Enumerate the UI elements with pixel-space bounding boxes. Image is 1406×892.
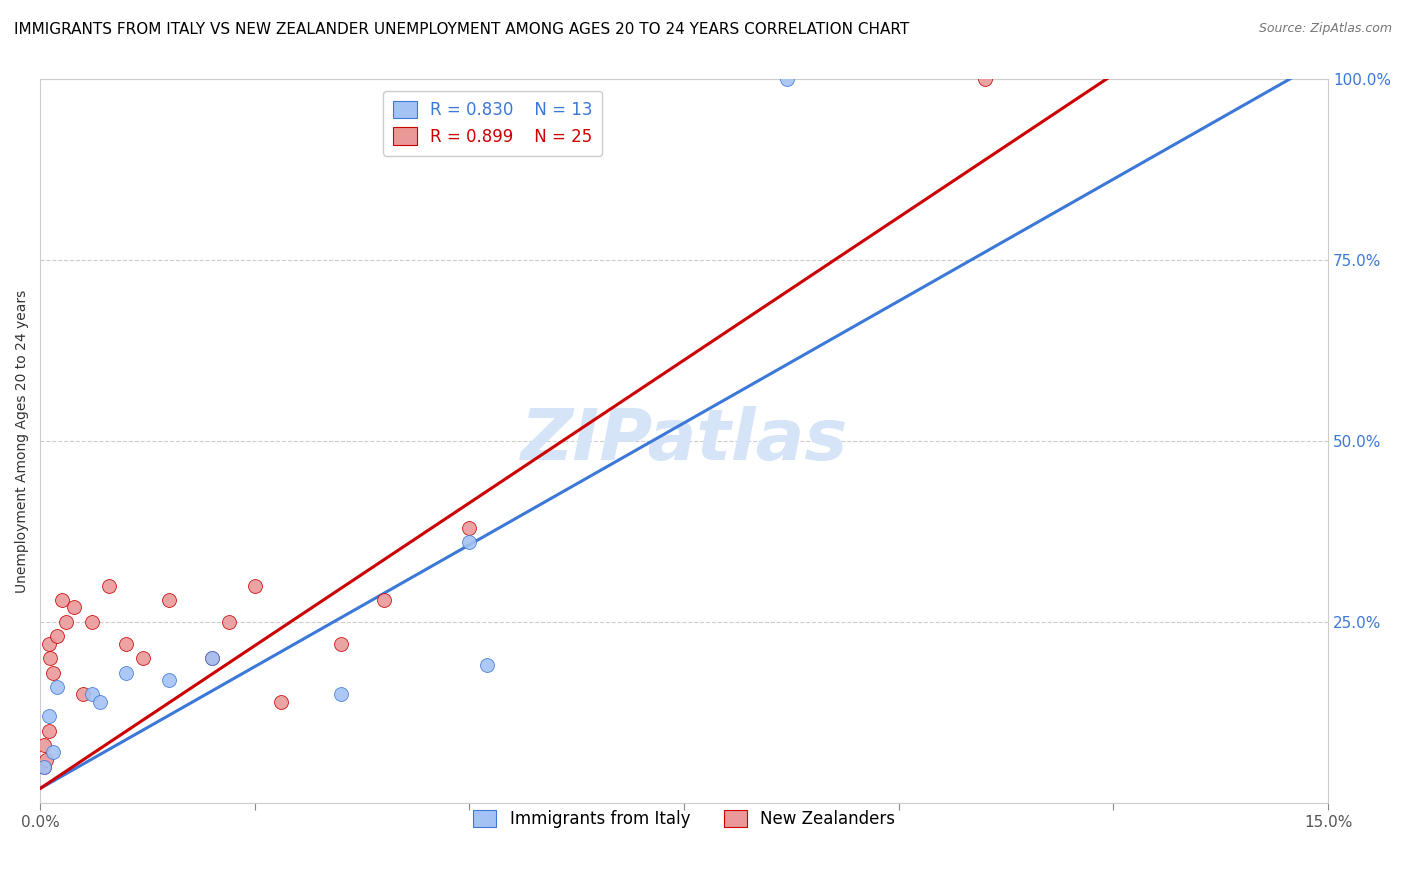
Y-axis label: Unemployment Among Ages 20 to 24 years: Unemployment Among Ages 20 to 24 years [15, 289, 30, 592]
Point [42, 745, 65, 759]
Point [97, 579, 120, 593]
Point [157, 593, 180, 607]
Point [201, 651, 224, 665]
Point [89, 695, 111, 709]
Point [201, 651, 224, 665]
Point [115, 637, 138, 651]
Point [80, 687, 103, 701]
Point [973, 72, 995, 87]
Point [63, 600, 86, 615]
Point [38, 723, 60, 738]
Point [80, 615, 103, 629]
Point [458, 535, 481, 549]
Point [776, 72, 799, 87]
Point [34, 760, 56, 774]
Point [46, 680, 69, 694]
Point [270, 695, 292, 709]
Point [132, 651, 155, 665]
Point [475, 658, 498, 673]
Point [115, 665, 138, 680]
Point [55, 615, 77, 629]
Point [51, 593, 73, 607]
Point [34, 760, 56, 774]
Point [38, 637, 60, 651]
Point [373, 593, 395, 607]
Point [35, 752, 58, 766]
Point [243, 579, 266, 593]
Point [218, 615, 240, 629]
Point [458, 521, 481, 535]
Legend: Immigrants from Italy, New Zealanders: Immigrants from Italy, New Zealanders [467, 803, 901, 834]
Text: IMMIGRANTS FROM ITALY VS NEW ZEALANDER UNEMPLOYMENT AMONG AGES 20 TO 24 YEARS CO: IMMIGRANTS FROM ITALY VS NEW ZEALANDER U… [14, 22, 910, 37]
Point [42, 665, 65, 680]
Text: ZIPatlas: ZIPatlas [520, 407, 848, 475]
Point [46, 630, 69, 644]
Point [329, 687, 352, 701]
Point [38, 709, 60, 723]
Point [72, 687, 94, 701]
Point [39, 651, 62, 665]
Point [157, 673, 180, 687]
Point [329, 637, 352, 651]
Point [34, 738, 56, 752]
Text: Source: ZipAtlas.com: Source: ZipAtlas.com [1258, 22, 1392, 36]
